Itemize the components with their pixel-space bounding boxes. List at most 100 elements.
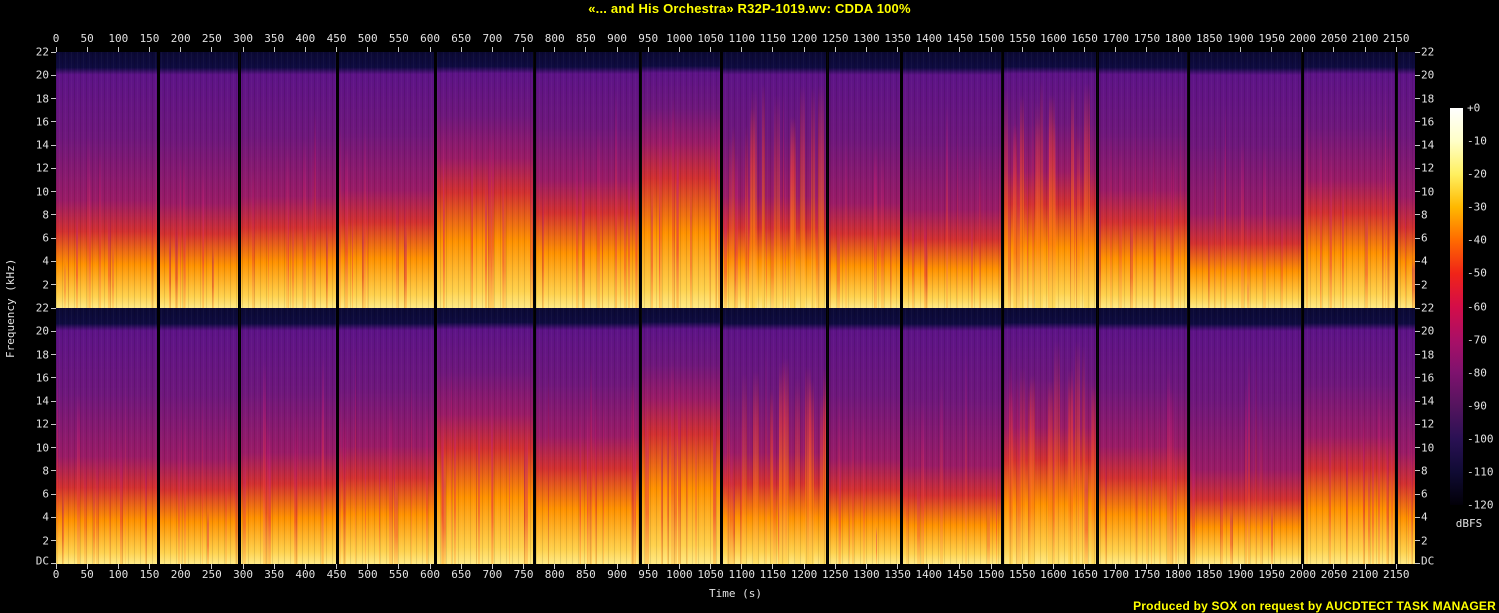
x-axis-tick: [491, 47, 493, 52]
spectral-streak: [150, 177, 154, 308]
x-axis-tick: [398, 47, 400, 52]
track-boundary-line: [533, 52, 537, 308]
x-tick-label: 650: [451, 568, 472, 581]
spectral-streak: [905, 421, 909, 564]
track-segment: [827, 52, 902, 308]
track-boundary-line: [1187, 308, 1191, 564]
x-tick-label: 1050: [697, 568, 724, 581]
freq-axis-tick: [1415, 563, 1420, 564]
x-tick-label: 1950: [1258, 32, 1285, 45]
loud-chord-stripe: [1084, 83, 1090, 308]
x-tick-label: 0: [52, 32, 60, 45]
spectral-streak: [119, 442, 123, 564]
spectral-streak: [365, 444, 367, 564]
spectral-streak: [1220, 475, 1223, 564]
spectral-streak: [765, 218, 768, 308]
spectral-streak: [168, 233, 172, 308]
spectral-streak: [718, 116, 722, 308]
freq-tick-label: 2: [42, 278, 49, 292]
spectral-streak: [354, 344, 357, 564]
x-axis-tick: [1239, 564, 1241, 569]
colorbar-tick-label: -70: [1467, 333, 1487, 347]
x-tick-label: 2000: [1289, 568, 1317, 581]
freq-axis-tick: [1415, 330, 1420, 332]
freq-tick-label: 10: [35, 185, 49, 199]
freq-tick-label: 10: [35, 441, 49, 455]
spectral-streak: [670, 359, 674, 564]
loud-chord-stripe: [1019, 94, 1025, 308]
spectral-streak: [1169, 382, 1173, 564]
loud-chord-stripe: [795, 377, 800, 564]
spectral-streak: [816, 182, 819, 308]
spectral-streak: [243, 453, 246, 564]
spectral-streak: [410, 371, 413, 564]
track-segment: [640, 52, 722, 308]
freq-tick-label: 2: [42, 534, 49, 548]
spectral-streak: [723, 203, 728, 308]
spectral-streak: [84, 457, 87, 564]
spectral-streak: [1135, 113, 1137, 308]
x-axis-tick: [1177, 564, 1179, 569]
freq-tick-label: 12: [1421, 417, 1435, 431]
spectral-streak: [614, 90, 617, 308]
x-tick-label: 500: [357, 568, 378, 581]
colorbar-tick-label: -60: [1467, 300, 1487, 313]
freq-tick-label: 22: [1421, 301, 1435, 315]
loud-chord-stripe: [805, 367, 812, 564]
spectral-streak: [1171, 383, 1174, 564]
spectral-streak: [1319, 133, 1322, 308]
colorbar-tick-label: -50: [1467, 266, 1487, 280]
freq-axis-tick: [51, 167, 56, 169]
freq-tick-label: 6: [1421, 231, 1428, 245]
x-tick-label: 700: [482, 568, 503, 581]
x-axis-tick: [180, 564, 182, 569]
spectral-streak: [1135, 399, 1139, 564]
x-tick-label: 1150: [759, 32, 787, 45]
freq-tick-label: 16: [1421, 115, 1435, 129]
freq-axis-tick: [1415, 74, 1420, 76]
spectral-streak: [338, 397, 342, 564]
track-boundary-line: [826, 52, 830, 308]
spectral-streak: [1362, 413, 1366, 564]
x-tick-label: 2000: [1289, 32, 1317, 45]
x-axis-tick: [242, 564, 244, 569]
spectral-streak: [837, 226, 840, 308]
spectral-streak: [523, 439, 525, 564]
loud-chord-stripe: [1012, 124, 1018, 308]
x-axis-tick: [1115, 47, 1117, 52]
freq-axis-tick: [1415, 377, 1420, 379]
freq-axis-tick: [51, 98, 56, 100]
spectral-streak: [785, 165, 787, 308]
x-axis-tick: [834, 564, 836, 569]
spectral-streak: [393, 453, 395, 564]
spectral-streak: [182, 158, 186, 308]
x-tick-label: 1100: [728, 32, 755, 45]
colorbar-tick-label: -110: [1467, 465, 1494, 479]
track-boundary-line: [1096, 308, 1100, 564]
spectral-streak: [1372, 446, 1375, 564]
spectral-streak: [940, 380, 944, 564]
x-tick-label: 300: [233, 32, 253, 45]
spectral-streak: [1262, 144, 1266, 308]
spectral-streak: [111, 244, 114, 308]
x-axis-tick: [398, 564, 400, 569]
x-tick-label: 1750: [1133, 568, 1161, 581]
spectral-streak: [594, 397, 598, 564]
spectral-streak: [107, 214, 111, 308]
x-axis-tick: [304, 47, 306, 52]
x-axis-tick: [86, 47, 88, 52]
spectral-streak: [1170, 154, 1174, 308]
freq-tick-label: 8: [1421, 208, 1428, 222]
spectral-streak: [68, 210, 70, 308]
loud-chord-stripe: [817, 84, 825, 308]
track-segment: [1002, 308, 1098, 564]
x-tick-label: 950: [638, 32, 659, 45]
spectral-streak: [508, 401, 511, 564]
spectral-streak: [1391, 411, 1393, 564]
x-tick-label: 1900: [1227, 568, 1254, 581]
spectral-streak: [881, 156, 884, 308]
loud-chord-stripe: [823, 368, 828, 564]
x-tick-label: 500: [357, 32, 378, 45]
freq-axis-tick: [51, 516, 56, 518]
colorbar-tick-label: -20: [1467, 167, 1487, 181]
